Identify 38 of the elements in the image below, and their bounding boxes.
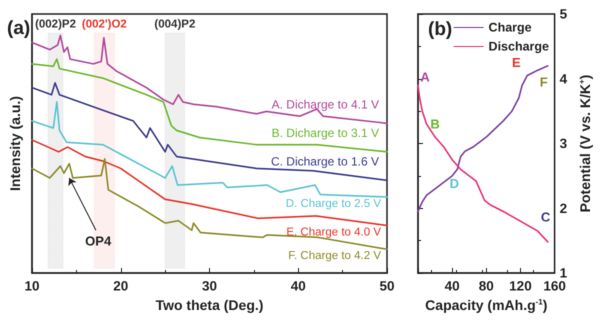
x-axis-title: Two theta (Deg.): [156, 296, 264, 313]
y-axis-title: Intensity (a.u.): [7, 96, 23, 191]
annotation: OP4: [85, 234, 112, 249]
annotation: E: [512, 55, 521, 70]
series-label: C. Dicharge to 1.6 V: [270, 154, 379, 168]
series-label: E. Charge to 4.0 V: [286, 226, 382, 238]
annotation: D: [450, 176, 459, 191]
series-label: A. Dicharge to 4.1 V: [272, 97, 379, 112]
annotation: F: [540, 74, 548, 90]
chart-title: (b): [428, 19, 452, 40]
annotation: B: [430, 116, 440, 132]
y-tick-label: 3: [560, 136, 568, 151]
x-tick-label: 160: [543, 278, 566, 294]
x-tick-label: 80: [478, 278, 494, 294]
band-label: (002')O2: [82, 18, 127, 30]
y-axis-title: Potential (V vs. K/K+): [577, 74, 593, 212]
x-tick-label: 50: [379, 278, 395, 294]
legend-label: Charge: [488, 20, 532, 34]
chart-title: (a): [7, 18, 30, 39]
band-label: (002)P2: [35, 18, 76, 30]
y-tick-label: 5: [560, 6, 568, 22]
annotation: A: [420, 70, 430, 85]
x-tick-label: 10: [24, 278, 40, 294]
series-label: D. Charge to 2.5 V: [286, 198, 382, 210]
series-label: F. Charge to 4.2 V: [288, 250, 382, 262]
x-tick-label: 20: [113, 278, 128, 294]
series-label: B. Dicharge to 3.1 V: [272, 126, 379, 140]
x-tick-label: 40: [444, 278, 460, 294]
y-tick-label: 1: [560, 266, 568, 280]
legend-label: Discharge: [488, 40, 550, 54]
band-label: (004)P2: [154, 18, 196, 30]
x-tick-label: 120: [509, 278, 532, 294]
y-tick-label: 2: [560, 200, 568, 216]
x-tick-label: 30: [202, 278, 218, 294]
y-tick-label: 4: [560, 71, 568, 86]
annotation: C: [540, 209, 551, 224]
x-tick-label: 40: [290, 278, 306, 294]
line-series: [417, 65, 549, 212]
